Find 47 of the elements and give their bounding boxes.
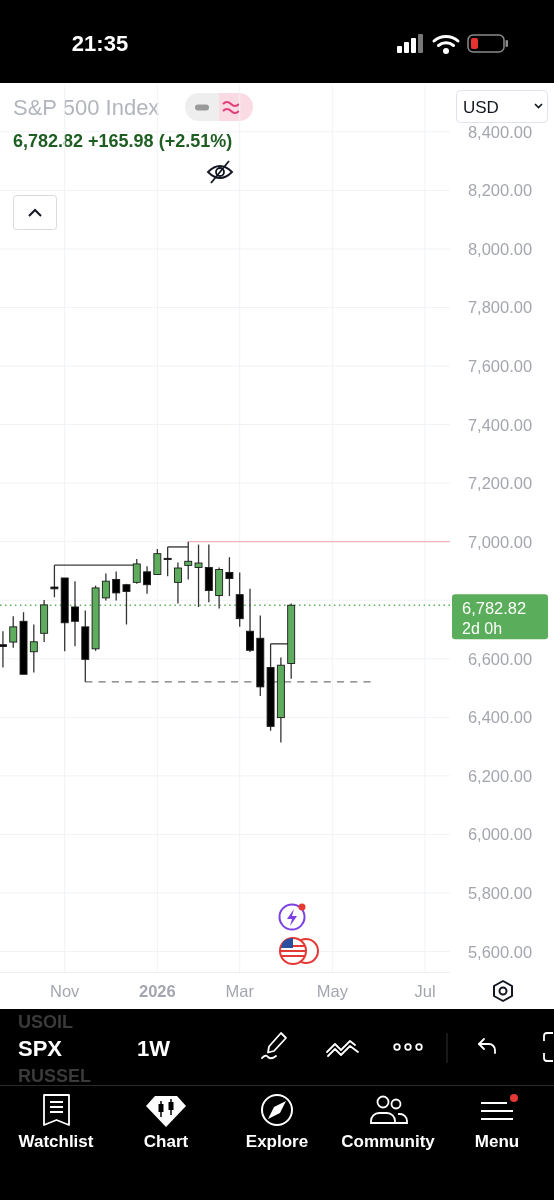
ref-line-label: 6,782.82: [462, 599, 527, 618]
x-tick-label: Jul: [414, 982, 436, 1000]
candlestick: [112, 570, 121, 602]
y-tick-label: 7,200.00: [467, 474, 533, 493]
y-tick-label: 7,400.00: [467, 415, 533, 434]
text: Chart: [143, 1132, 189, 1151]
text: Explore: [245, 1132, 309, 1151]
candlestick: [122, 583, 131, 626]
text: 2d 0h: [462, 620, 503, 638]
y-tick-label: 8,200.00: [467, 181, 533, 200]
text: S&P 500 Index: [13, 95, 160, 120]
candlestick: [0, 630, 7, 669]
x-tick-label: Mar: [225, 982, 255, 1000]
y-tick-label: 5,800.00: [467, 883, 533, 902]
candlestick: [101, 572, 110, 602]
candlestick: [143, 565, 152, 595]
text: USD: [463, 98, 499, 117]
text: Watchlist: [18, 1132, 94, 1151]
y-tick-label: 6,600.00: [467, 649, 533, 668]
x-tick-label: May: [316, 982, 349, 1000]
text: Menu: [474, 1132, 520, 1151]
candlestick: [173, 561, 182, 605]
y-tick-label: 6,200.00: [467, 766, 533, 785]
x-tick-label: 2026: [138, 982, 176, 1000]
text: Community: [341, 1132, 436, 1151]
y-tick-label: 8,000.00: [467, 239, 533, 258]
y-tick-label: 8,400.00: [467, 122, 533, 141]
candlestick: [235, 571, 244, 628]
text: 21:35: [71, 31, 129, 56]
y-tick-label: 7,800.00: [467, 298, 533, 317]
text: SPX: [18, 1036, 63, 1061]
text: RUSSEL: [18, 1066, 92, 1086]
text: 1W: [137, 1036, 171, 1061]
y-tick-label: 5,600.00: [467, 942, 533, 961]
text: 6,782.82 +165.98 (+2.51%): [13, 131, 233, 151]
y-tick-label: 6,400.00: [467, 708, 533, 727]
candlestick: [29, 623, 38, 674]
candlestick: [246, 588, 254, 653]
candlestick: [71, 580, 79, 647]
x-tick-label: Nov: [50, 982, 81, 1000]
y-tick-label: 6,000.00: [467, 825, 533, 844]
candlestick: [9, 615, 18, 649]
candlestick: [225, 556, 234, 597]
candlestick: [204, 543, 213, 603]
y-tick-label: 7,600.00: [467, 357, 533, 376]
y-tick-label: 7,000.00: [467, 532, 533, 551]
text: USOIL: [18, 1012, 74, 1032]
